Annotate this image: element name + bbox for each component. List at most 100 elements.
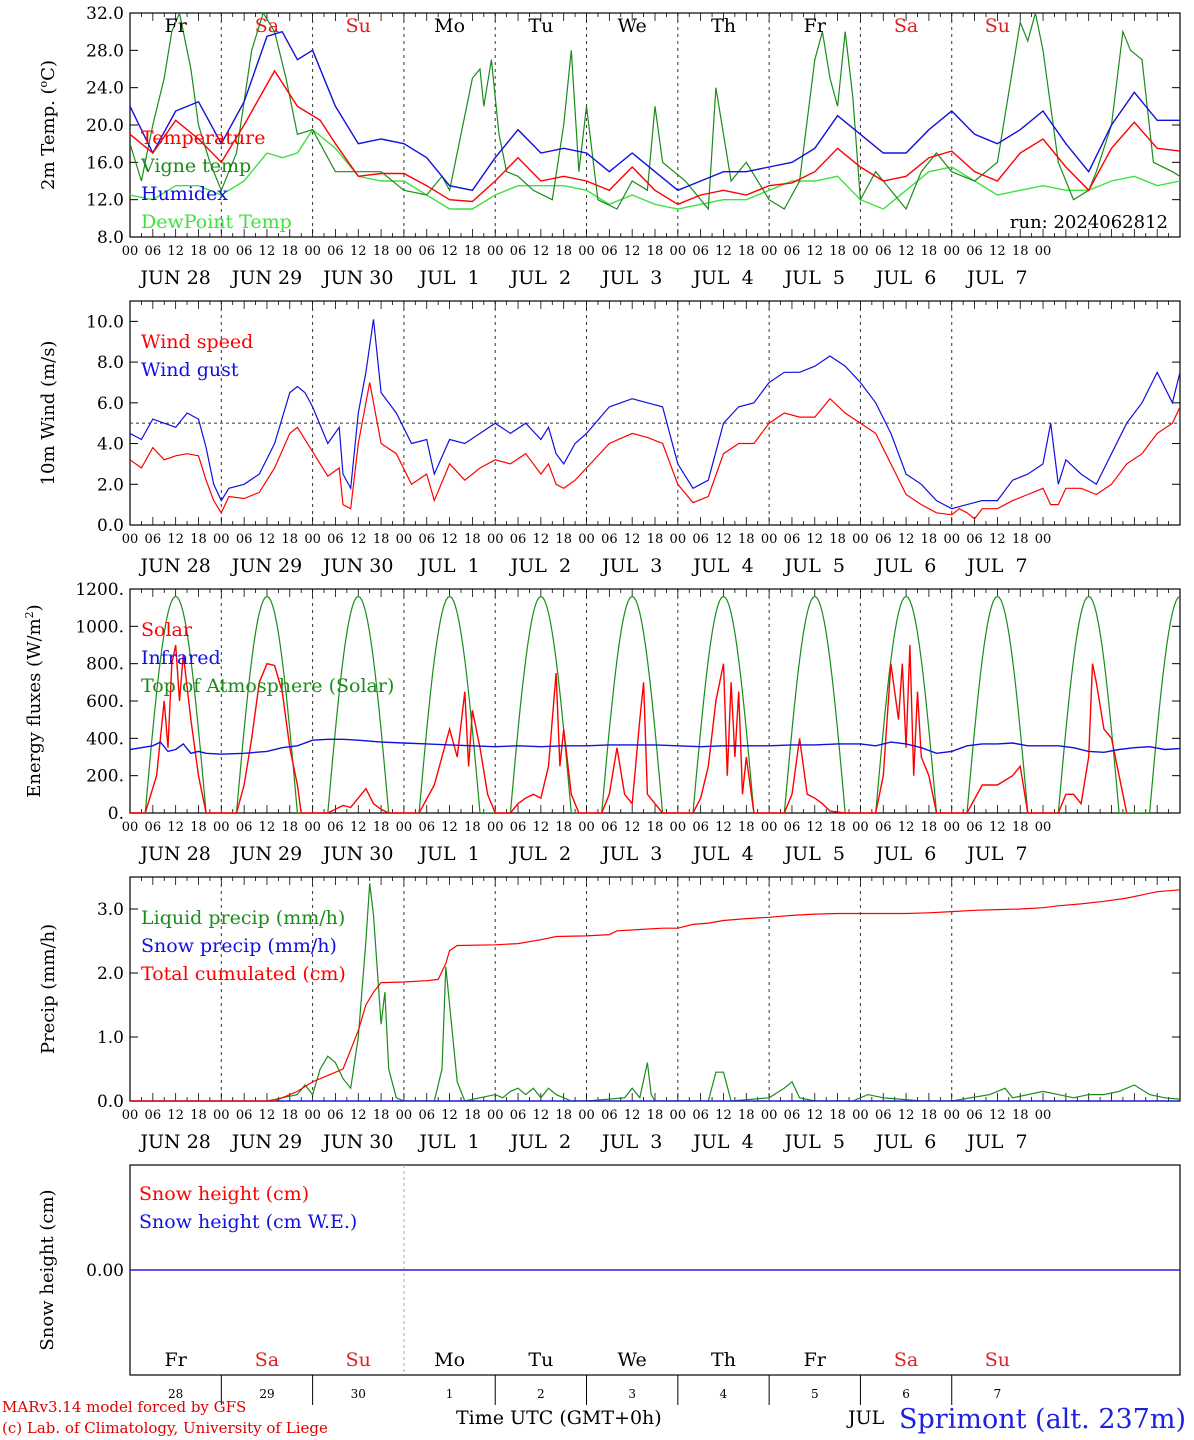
- x-date-label: JUL 5: [783, 843, 845, 865]
- x-dayname-label: Fr: [165, 15, 188, 37]
- x-hour-tick-label: 00: [943, 244, 960, 259]
- x-hour-tick-label: 00: [852, 532, 869, 547]
- x-hour-tick-label: 12: [350, 1108, 367, 1123]
- x-hour-tick-label: 06: [145, 1108, 162, 1123]
- x-hour-tick-label: 12: [533, 1108, 550, 1123]
- x-hour-tick-label: 12: [441, 1108, 458, 1123]
- x-hour-tick-label: 18: [282, 532, 299, 547]
- x-hour-tick-label: 06: [875, 1108, 892, 1123]
- x-hour-tick-label: 18: [829, 1108, 846, 1123]
- y-axis-label: 10m Wind (m/s): [38, 341, 59, 486]
- x-hour-tick-label: 12: [533, 532, 550, 547]
- x-date-label: JUN 28: [138, 843, 210, 865]
- x-hour-tick-label: 06: [327, 820, 344, 835]
- x-date-label: JUL 1: [417, 555, 479, 577]
- x-hour-tick-label: 18: [464, 1108, 481, 1123]
- x-dayname-label: Fr: [804, 1349, 827, 1371]
- x-hour-tick-label: 00: [396, 1108, 413, 1123]
- panel-4: Precip (mm/h): [38, 876, 1181, 1102]
- x-date-label: JUL 5: [783, 1131, 845, 1153]
- legend-entry: Liquid precip (mm/h): [141, 907, 345, 929]
- x-hour-tick-label: 06: [966, 532, 983, 547]
- series-line: [130, 69, 1180, 206]
- x-hour-tick-label: 18: [647, 244, 664, 259]
- legend-entry: DewPoint Temp: [141, 211, 292, 233]
- x-date-label: JUL 1: [417, 843, 479, 865]
- legend-entry: Temperature: [141, 127, 265, 149]
- x-daynumber-label: 29: [259, 1387, 274, 1401]
- x-date-label: JUL 4: [691, 1131, 753, 1153]
- x-dayname-label: Fr: [804, 15, 827, 37]
- y-tick-label: 200.: [86, 767, 124, 787]
- x-dayname-label: Sa: [255, 1349, 279, 1371]
- x-hour-tick-label: 06: [145, 532, 162, 547]
- x-hour-tick-label: 06: [510, 244, 527, 259]
- series-line: [130, 595, 1180, 813]
- x-hour-tick-label: 06: [966, 1108, 983, 1123]
- credit-lab: (c) Lab. of Climatology, University of L…: [2, 1419, 328, 1437]
- x-hour-tick-label: 00: [304, 244, 321, 259]
- x-dayname-label: Mo: [434, 1349, 465, 1371]
- y-tick-label: 0.0: [97, 1092, 124, 1112]
- x-hour-tick-label: 18: [647, 820, 664, 835]
- y-tick-label: 16.0: [86, 153, 124, 173]
- x-hour-tick-label: 00: [852, 244, 869, 259]
- x-dayname-label: Sa: [894, 15, 918, 37]
- series-line: [130, 889, 1180, 1101]
- legend-entry: Humidex: [141, 183, 228, 205]
- x-hour-tick-label: 18: [829, 820, 846, 835]
- x-hour-tick-label: 18: [738, 532, 755, 547]
- x-hour-tick-label: 12: [259, 1108, 276, 1123]
- x-hour-tick-label: 12: [898, 244, 915, 259]
- x-hour-tick-label: 18: [190, 244, 207, 259]
- x-hour-tick-label: 06: [236, 532, 253, 547]
- x-hour-tick-label: 00: [304, 820, 321, 835]
- x-hour-tick-label: 00: [487, 820, 504, 835]
- x-hour-tick-label: 06: [418, 244, 435, 259]
- x-dayname-label: Sa: [894, 1349, 918, 1371]
- x-hour-tick-label: 18: [464, 532, 481, 547]
- x-hour-tick-label: 06: [692, 820, 709, 835]
- x-date-label: JUL 7: [965, 267, 1027, 289]
- x-hour-tick-label: 12: [807, 532, 824, 547]
- x-hour-tick-label: 00: [122, 1108, 139, 1123]
- x-hour-tick-label: 00: [670, 820, 687, 835]
- x-date-label: JUL 3: [600, 1131, 662, 1153]
- y-tick-label: 32.0: [86, 4, 124, 24]
- x-hour-tick-label: 06: [418, 820, 435, 835]
- x-hour-tick-label: 12: [898, 532, 915, 547]
- x-date-label: JUL 5: [783, 267, 845, 289]
- y-tick-label: 3.0: [97, 900, 124, 920]
- y-tick-label: 2.0: [97, 475, 124, 495]
- x-dayname-label: Sa: [255, 15, 279, 37]
- x-hour-tick-label: 00: [487, 1108, 504, 1123]
- x-hour-tick-label: 12: [624, 244, 641, 259]
- x-hour-tick-label: 00: [578, 532, 595, 547]
- x-date-label: JUN 30: [321, 843, 393, 865]
- x-hour-tick-label: 18: [282, 244, 299, 259]
- y-tick-label: 600.: [86, 692, 124, 712]
- x-hour-tick-label: 18: [555, 244, 572, 259]
- x-dayname-label: Su: [985, 15, 1010, 37]
- y-tick-label: 28.0: [86, 41, 124, 61]
- x-hour-tick-label: 18: [647, 532, 664, 547]
- x-hour-tick-label: 00: [122, 244, 139, 259]
- x-hour-tick-label: 00: [304, 532, 321, 547]
- x-hour-tick-label: 18: [464, 820, 481, 835]
- jul-stub-label: JUL: [848, 1407, 885, 1429]
- x-hour-tick-label: 18: [738, 820, 755, 835]
- x-hour-tick-label: 18: [282, 820, 299, 835]
- x-hour-tick-label: 18: [555, 820, 572, 835]
- x-hour-tick-label: 06: [145, 820, 162, 835]
- legend-entry: Snow height (cm): [139, 1183, 309, 1205]
- x-hour-tick-label: 06: [692, 1108, 709, 1123]
- legend-entry: Snow height (cm W.E.): [139, 1211, 357, 1233]
- x-hour-tick-label: 12: [533, 244, 550, 259]
- x-hour-tick-label: 00: [578, 820, 595, 835]
- x-hour-tick-label: 00: [1035, 820, 1052, 835]
- x-dayname-label: Tu: [528, 15, 553, 37]
- x-hour-tick-label: 00: [396, 532, 413, 547]
- x-hour-tick-label: 18: [829, 244, 846, 259]
- x-hour-tick-label: 12: [350, 532, 367, 547]
